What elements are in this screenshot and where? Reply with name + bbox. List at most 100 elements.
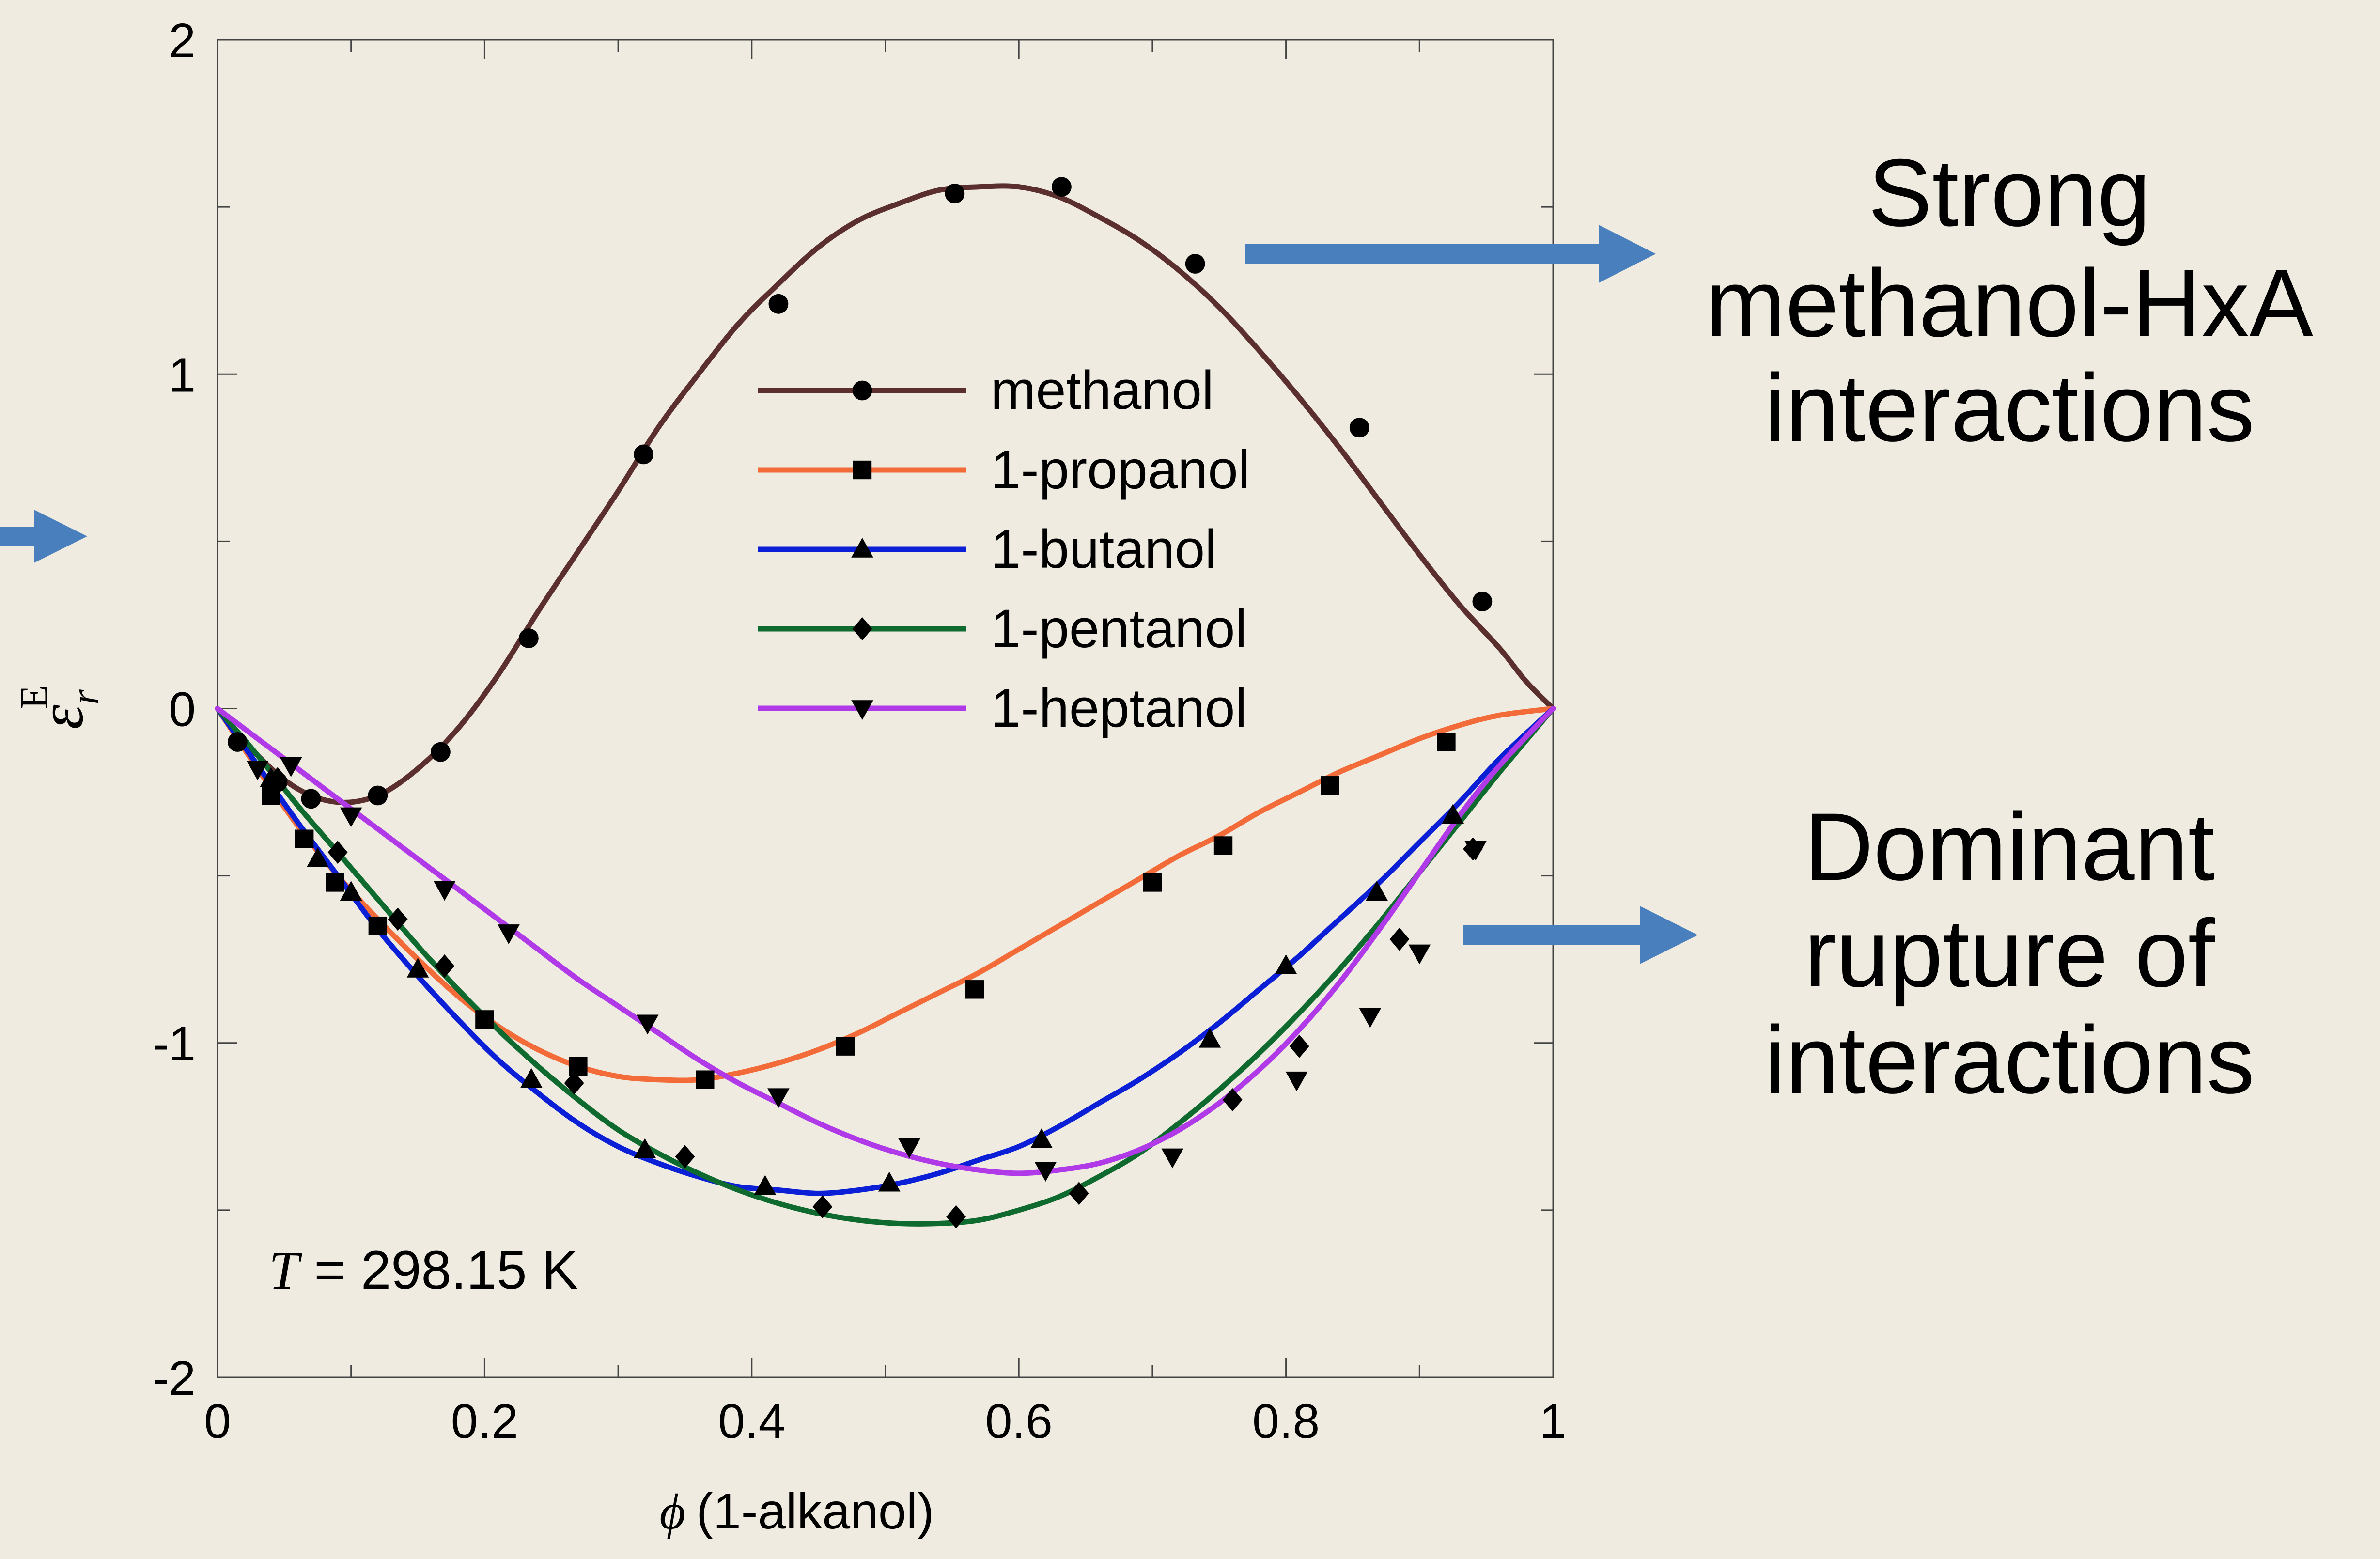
- marker-1-heptanol: [1285, 1071, 1308, 1091]
- y-tick-label: 2: [169, 14, 196, 68]
- marker-1-pentanol: [1069, 1182, 1089, 1205]
- svg-text:εrE: εrE: [13, 685, 107, 729]
- marker-1-propanol: [1213, 836, 1233, 855]
- marker-methanol: [1472, 592, 1493, 612]
- marker-1-propanol: [368, 916, 388, 935]
- marker-1-propanol: [569, 1057, 588, 1076]
- marker-1-pentanol: [435, 954, 455, 978]
- marker-1-heptanol: [280, 757, 302, 777]
- marker-1-propanol: [475, 1010, 494, 1029]
- annotation-dominant-line-1: Dominant: [1804, 793, 2214, 900]
- marker-1-butanol: [1030, 1128, 1053, 1148]
- legend-marker-1-pentanol: [852, 617, 872, 640]
- marker-methanol: [1349, 418, 1369, 438]
- x-axis-title: ϕ (1-alkanol): [659, 1483, 934, 1540]
- marker-1-heptanol: [246, 760, 269, 780]
- marker-1-butanol: [520, 1068, 543, 1088]
- marker-methanol: [945, 184, 965, 203]
- y-axis-superscript: E: [13, 685, 56, 709]
- marker-1-propanol: [1143, 873, 1162, 892]
- y-axis-symbol: ε: [27, 704, 96, 730]
- marker-1-heptanol: [1161, 1148, 1184, 1169]
- marker-1-butanol: [754, 1175, 777, 1195]
- marker-1-propanol: [295, 829, 314, 848]
- marker-1-propanol: [1321, 776, 1339, 795]
- legend-marker-1-propanol: [853, 460, 872, 480]
- curve-1-propanol: [215, 706, 1556, 1083]
- marker-1-heptanol: [1464, 841, 1487, 861]
- y-tick-label: -2: [153, 1351, 196, 1405]
- x-tick-label: 0.6: [985, 1394, 1053, 1449]
- marker-methanol: [634, 444, 653, 465]
- y-tick-label: 0: [169, 683, 196, 737]
- annotation-strong: Strong methanol-HxA interactions: [1706, 139, 2314, 461]
- marker-methanol: [227, 732, 248, 752]
- marker-methanol: [431, 742, 451, 762]
- marker-1-heptanol: [898, 1138, 920, 1158]
- arrow-strong: [1245, 225, 1656, 283]
- marker-1-pentanol: [1289, 1034, 1309, 1058]
- marker-methanol: [368, 785, 388, 806]
- marker-1-propanol: [836, 1037, 855, 1056]
- marker-1-pentanol: [564, 1071, 584, 1095]
- marker-1-heptanol: [433, 881, 456, 901]
- curve-1-pentanol: [215, 706, 1556, 1227]
- x-tick-label: 0.8: [1252, 1394, 1320, 1449]
- legend-label-1-butanol: 1-butanol: [991, 519, 1217, 579]
- legend-label-1-heptanol: 1-heptanol: [991, 678, 1247, 738]
- marker-1-butanol: [306, 847, 329, 867]
- marker-1-propanol: [326, 873, 344, 892]
- arrow-dominant: [1463, 906, 1698, 964]
- annotation-strong-line-3: interactions: [1764, 354, 2255, 461]
- annotation-dominant: Dominant rupture of interactions: [1764, 793, 2255, 1113]
- marker-methanol: [1185, 254, 1205, 274]
- arrow-left-edge: [0, 510, 87, 563]
- curve-1-heptanol: [215, 706, 1556, 1176]
- marker-1-heptanol: [636, 1014, 659, 1035]
- marker-1-pentanol: [1222, 1088, 1243, 1112]
- temperature-symbol: T: [269, 1241, 302, 1301]
- marker-methanol: [301, 789, 321, 809]
- marker-1-pentanol: [675, 1145, 695, 1169]
- marker-1-heptanol: [767, 1088, 790, 1108]
- legend-marker-1-butanol: [851, 538, 873, 558]
- series-markers: [227, 177, 1493, 1229]
- marker-1-butanol: [878, 1171, 901, 1192]
- marker-1-heptanol: [498, 924, 520, 944]
- marker-1-pentanol: [812, 1195, 833, 1218]
- marker-1-heptanol: [1359, 1008, 1382, 1028]
- marker-1-pentanol: [327, 841, 348, 864]
- series-curves: [215, 183, 1556, 1227]
- legend-label-methanol: methanol: [991, 360, 1214, 421]
- marker-1-butanol: [1198, 1028, 1221, 1048]
- x-tick-label: 0: [204, 1394, 231, 1449]
- legend-label-1-pentanol: 1-pentanol: [991, 598, 1247, 659]
- marker-methanol: [1052, 177, 1072, 197]
- marker-1-butanol: [1275, 954, 1297, 974]
- annotation-strong-line-1: Strong: [1868, 139, 2150, 246]
- y-axis-subscript: r: [64, 689, 107, 704]
- marker-1-heptanol: [1034, 1162, 1057, 1182]
- x-axis-label: (1-alkanol): [696, 1483, 934, 1540]
- y-axis-ticks: -2 -1 0 1 2: [153, 14, 1553, 1405]
- x-tick-label: 0.2: [451, 1394, 518, 1449]
- y-tick-label: 1: [169, 348, 196, 402]
- annotation-dominant-line-2: rupture of: [1804, 900, 2215, 1007]
- marker-methanol: [518, 628, 539, 648]
- marker-1-propanol: [965, 980, 984, 999]
- x-axis-ticks: 0 0.2 0.4 0.6 0.8 1: [204, 40, 1567, 1449]
- marker-1-butanol: [634, 1138, 656, 1158]
- marker-1-pentanol: [1389, 927, 1410, 951]
- marker-1-butanol: [340, 881, 362, 901]
- annotation-strong-line-2: methanol-HxA: [1706, 249, 2314, 357]
- curve-methanol: [215, 183, 1556, 805]
- y-axis-title: εrE: [13, 685, 107, 729]
- marker-1-butanol: [1442, 804, 1464, 824]
- legend-marker-methanol: [852, 380, 872, 401]
- x-tick-label: 0.4: [718, 1394, 785, 1449]
- x-tick-label: 1: [1540, 1394, 1567, 1449]
- temperature-value: = 298.15 K: [299, 1240, 578, 1300]
- marker-1-pentanol: [946, 1205, 966, 1229]
- marker-1-propanol: [1437, 733, 1456, 751]
